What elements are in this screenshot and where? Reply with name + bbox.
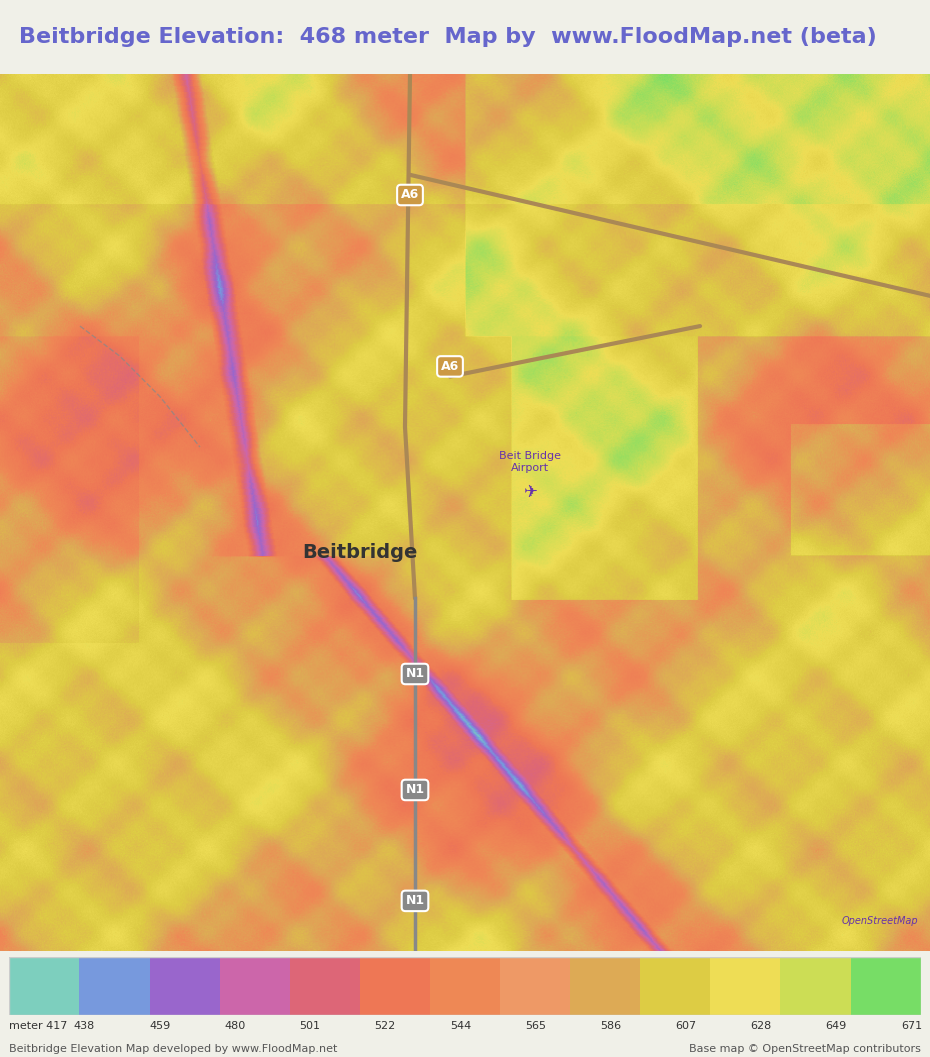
Text: 480: 480 [224, 1021, 246, 1031]
Text: 586: 586 [600, 1021, 621, 1031]
FancyBboxPatch shape [219, 957, 290, 1015]
Text: 438: 438 [73, 1021, 95, 1031]
Text: 607: 607 [675, 1021, 697, 1031]
Text: N1: N1 [405, 667, 425, 681]
FancyBboxPatch shape [711, 957, 780, 1015]
Text: meter 417: meter 417 [9, 1021, 68, 1031]
FancyBboxPatch shape [851, 957, 921, 1015]
Text: Base map © OpenStreetMap contributors: Base map © OpenStreetMap contributors [689, 1044, 921, 1054]
FancyBboxPatch shape [640, 957, 711, 1015]
Text: 628: 628 [751, 1021, 772, 1031]
Text: 522: 522 [375, 1021, 396, 1031]
Text: 501: 501 [299, 1021, 321, 1031]
FancyBboxPatch shape [290, 957, 360, 1015]
Text: A6: A6 [441, 360, 459, 373]
Text: 671: 671 [901, 1021, 922, 1031]
Text: Beitbridge Elevation Map developed by www.FloodMap.net: Beitbridge Elevation Map developed by ww… [9, 1044, 338, 1054]
Text: N1: N1 [405, 783, 425, 797]
Text: A6: A6 [401, 188, 419, 202]
Text: 649: 649 [826, 1021, 847, 1031]
FancyBboxPatch shape [780, 957, 851, 1015]
FancyBboxPatch shape [360, 957, 430, 1015]
FancyBboxPatch shape [430, 957, 500, 1015]
FancyBboxPatch shape [9, 957, 79, 1015]
Text: 544: 544 [450, 1021, 471, 1031]
Text: 565: 565 [525, 1021, 546, 1031]
Text: ✈: ✈ [523, 483, 537, 501]
FancyBboxPatch shape [500, 957, 570, 1015]
Text: Beitbridge: Beitbridge [302, 543, 418, 562]
FancyBboxPatch shape [79, 957, 150, 1015]
Text: Beitbridge Elevation:  468 meter  Map by  www.FloodMap.net (beta): Beitbridge Elevation: 468 meter Map by w… [19, 27, 876, 47]
Text: 459: 459 [149, 1021, 170, 1031]
Text: Beit Bridge
Airport: Beit Bridge Airport [499, 451, 561, 474]
Text: OpenStreetMap: OpenStreetMap [842, 916, 918, 926]
FancyBboxPatch shape [570, 957, 640, 1015]
Text: N1: N1 [405, 894, 425, 907]
FancyBboxPatch shape [150, 957, 219, 1015]
